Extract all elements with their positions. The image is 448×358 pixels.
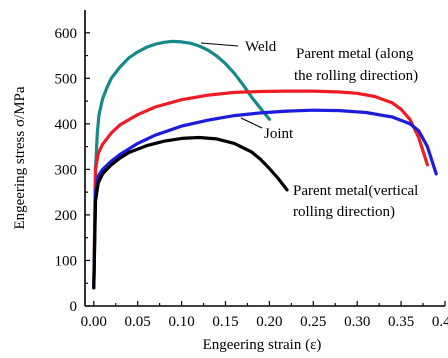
y-tick-label: 200 [55, 208, 78, 224]
series-line-2 [92, 108, 438, 290]
parent-along-annotation-line2: the rolling direction) [294, 68, 418, 84]
annotations: Weld Parent metal (along the rolling dir… [200, 39, 418, 220]
weld-annotation: Weld [245, 39, 277, 55]
y-tick-label: 300 [55, 162, 78, 178]
x-tick-label: 0.25 [300, 314, 326, 330]
x-tick-label: 0.35 [388, 314, 414, 330]
y-tick-label: 400 [55, 117, 78, 133]
joint-leader-line [240, 117, 263, 129]
parent-vertical-annotation-line1: Parent metal(vertical [293, 183, 418, 199]
y-tick-label: 100 [55, 253, 78, 269]
series-line-3 [92, 135, 289, 290]
x-tick-label: 0.05 [125, 314, 151, 330]
x-axis-title: Engeering strain (ε) [203, 337, 322, 353]
series-layer [92, 39, 438, 290]
y-tick-label: 0 [70, 299, 78, 315]
y-axis-title: Engeering stress σ/MPa [12, 86, 28, 229]
x-tick-label: 0.10 [168, 314, 194, 330]
x-tick-label: 0.15 [212, 314, 238, 330]
y-tick-label: 500 [55, 71, 78, 87]
x-tick-label: 0.20 [256, 314, 282, 330]
x-tick-label: 0.00 [81, 314, 107, 330]
weld-leader-line [200, 42, 239, 47]
y-tick-label: 600 [55, 26, 78, 42]
plot-frame [84, 10, 445, 307]
y-ticks: 0 100 200 300 400 500 600 [55, 26, 90, 315]
parent-along-annotation-line1: Parent metal (along [296, 46, 414, 62]
x-tick-label: 0.40 [432, 314, 448, 330]
series-line-1 [92, 89, 429, 290]
series-line-0 [92, 39, 271, 290]
x-tick-label: 0.30 [344, 314, 370, 330]
x-ticks: 0.00 0.05 0.10 0.15 0.20 0.25 0.30 0.35 0.40 [81, 301, 448, 330]
parent-vertical-annotation-line2: rolling direction) [293, 204, 395, 220]
joint-annotation: Joint [264, 126, 294, 142]
